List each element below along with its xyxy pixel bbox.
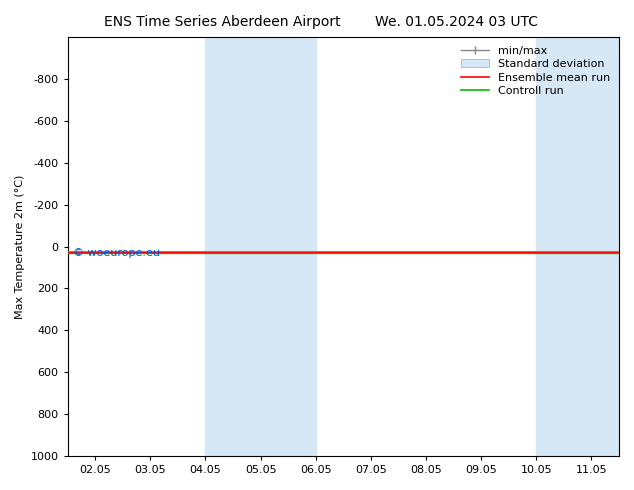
Bar [536, 37, 619, 456]
Y-axis label: Max Temperature 2m (°C): Max Temperature 2m (°C) [15, 174, 25, 318]
Bar [205, 37, 316, 456]
Legend: min/max, Standard deviation, Ensemble mean run, Controll run: min/max, Standard deviation, Ensemble me… [458, 43, 614, 99]
Text: ENS Time Series Aberdeen Airport: ENS Time Series Aberdeen Airport [103, 15, 340, 29]
Text: We. 01.05.2024 03 UTC: We. 01.05.2024 03 UTC [375, 15, 538, 29]
Text: © woeurope.eu: © woeurope.eu [73, 248, 160, 258]
